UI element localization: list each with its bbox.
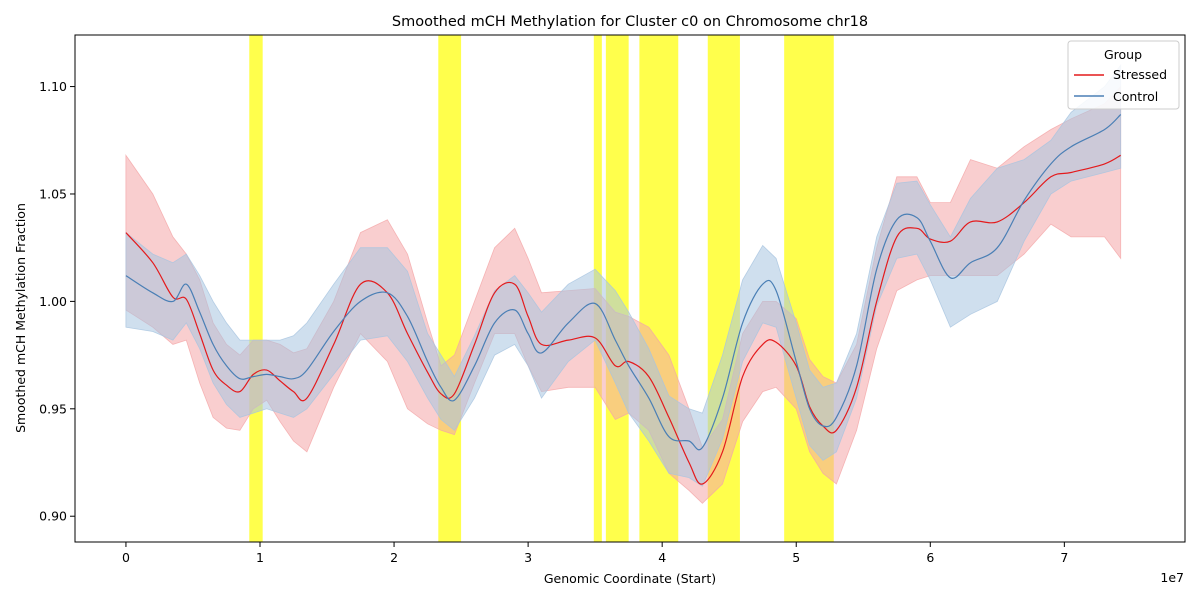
x-tick-label: 0 (122, 550, 130, 565)
x-tick-label: 2 (390, 550, 398, 565)
y-axis-label: Smoothed mCH Methylation Fraction (13, 203, 28, 433)
y-axis-ticks: 0.90 0.95 1.00 1.05 1.10 (39, 79, 75, 524)
legend: Group Stressed Control (1067, 40, 1180, 110)
series-line-control (125, 114, 1122, 451)
highlight-region (249, 35, 263, 542)
legend-box (1067, 40, 1180, 110)
y-tick-label: 0.90 (39, 509, 67, 524)
x-axis-ticks: 0 1 2 3 4 5 6 7 (122, 542, 1068, 565)
x-tick-label: 4 (658, 550, 666, 565)
highlight-region (438, 35, 462, 542)
x-axis-label: Genomic Coordinate (Start) (544, 571, 716, 586)
y-tick-label: 1.05 (39, 186, 67, 201)
confidence-band-control (125, 63, 1122, 487)
x-tick-label: 5 (792, 550, 800, 565)
series-line-stressed (125, 154, 1121, 485)
legend-label-stressed: Stressed (1113, 67, 1167, 82)
y-tick-label: 1.10 (39, 79, 67, 94)
x-tick-label: 1 (256, 550, 264, 565)
y-tick-label: 1.00 (39, 294, 67, 309)
x-tick-label: 6 (926, 550, 934, 565)
y-tick-label: 0.95 (39, 401, 67, 416)
legend-title: Group (1104, 47, 1142, 62)
series-lines (125, 114, 1122, 485)
x-tick-label: 3 (524, 550, 532, 565)
legend-label-control: Control (1113, 89, 1158, 104)
x-axis-offset-label: 1e7 (1160, 570, 1184, 585)
chart-title: Smoothed mCH Methylation for Cluster c0 … (392, 14, 868, 30)
x-tick-label: 7 (1060, 550, 1068, 565)
confidence-bands (125, 63, 1122, 504)
plot-frame (74, 34, 1186, 543)
